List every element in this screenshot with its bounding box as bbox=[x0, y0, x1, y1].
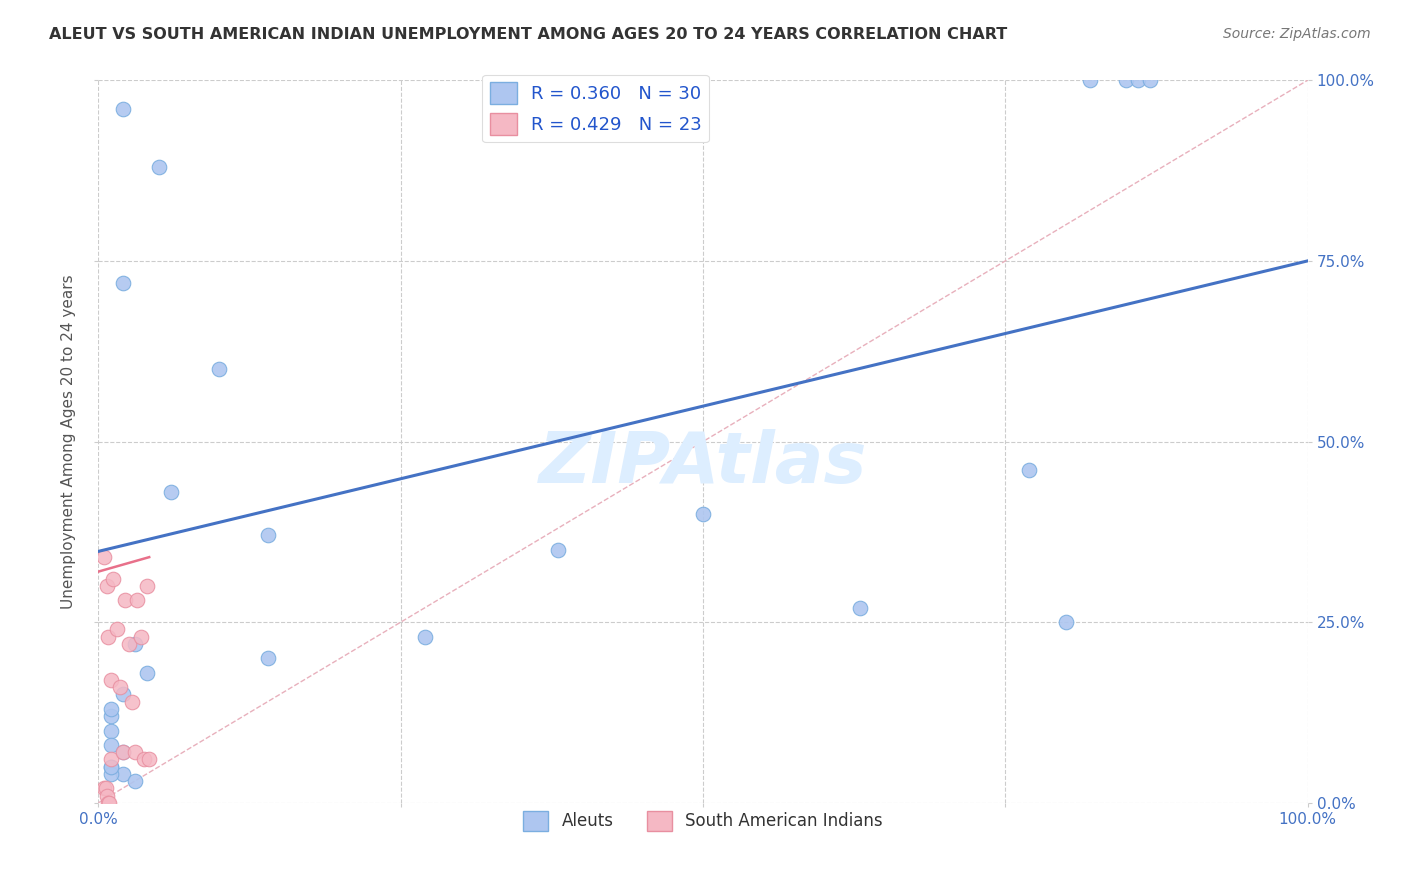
Point bbox=[97, 796, 120, 810]
Point bbox=[101, 572, 124, 586]
Point bbox=[100, 673, 122, 687]
Point bbox=[111, 276, 134, 290]
Point bbox=[100, 760, 122, 774]
Point bbox=[111, 767, 134, 781]
Point bbox=[108, 680, 131, 694]
Point bbox=[111, 745, 134, 759]
Point bbox=[100, 723, 122, 738]
Point bbox=[1128, 73, 1150, 87]
Point bbox=[96, 579, 118, 593]
Point bbox=[100, 709, 122, 723]
Point bbox=[124, 774, 146, 789]
Point bbox=[96, 789, 118, 803]
Point bbox=[124, 745, 146, 759]
Point bbox=[692, 507, 714, 521]
Point bbox=[256, 528, 278, 542]
Point bbox=[100, 752, 122, 766]
Point bbox=[118, 637, 141, 651]
Point bbox=[97, 630, 120, 644]
Point bbox=[93, 781, 115, 796]
Point bbox=[111, 102, 134, 116]
Point bbox=[100, 702, 122, 716]
Point bbox=[100, 767, 122, 781]
Point bbox=[105, 623, 128, 637]
Point bbox=[849, 600, 872, 615]
Point bbox=[134, 752, 156, 766]
Point bbox=[124, 637, 146, 651]
Point bbox=[208, 362, 231, 376]
Point bbox=[100, 738, 122, 752]
Point bbox=[1018, 463, 1040, 477]
Point bbox=[129, 630, 152, 644]
Point bbox=[121, 695, 143, 709]
Point bbox=[1078, 73, 1101, 87]
Point bbox=[160, 485, 183, 500]
Text: ZIPAtlas: ZIPAtlas bbox=[538, 429, 868, 498]
Point bbox=[547, 542, 569, 557]
Point bbox=[114, 593, 136, 607]
Point bbox=[413, 630, 436, 644]
Point bbox=[1054, 615, 1077, 630]
Point bbox=[94, 781, 117, 796]
Point bbox=[135, 579, 157, 593]
Point bbox=[135, 665, 157, 680]
Text: Source: ZipAtlas.com: Source: ZipAtlas.com bbox=[1223, 27, 1371, 41]
Point bbox=[256, 651, 278, 665]
Text: ALEUT VS SOUTH AMERICAN INDIAN UNEMPLOYMENT AMONG AGES 20 TO 24 YEARS CORRELATIO: ALEUT VS SOUTH AMERICAN INDIAN UNEMPLOYM… bbox=[49, 27, 1008, 42]
Point bbox=[93, 550, 115, 565]
Point bbox=[127, 593, 149, 607]
Point bbox=[1139, 73, 1161, 87]
Point bbox=[138, 752, 160, 766]
Point bbox=[148, 160, 170, 174]
Legend: Aleuts, South American Indians: Aleuts, South American Indians bbox=[516, 805, 890, 838]
Point bbox=[1115, 73, 1137, 87]
Y-axis label: Unemployment Among Ages 20 to 24 years: Unemployment Among Ages 20 to 24 years bbox=[60, 274, 76, 609]
Point bbox=[111, 745, 134, 759]
Point bbox=[98, 796, 121, 810]
Point bbox=[111, 687, 134, 701]
Point bbox=[100, 760, 122, 774]
